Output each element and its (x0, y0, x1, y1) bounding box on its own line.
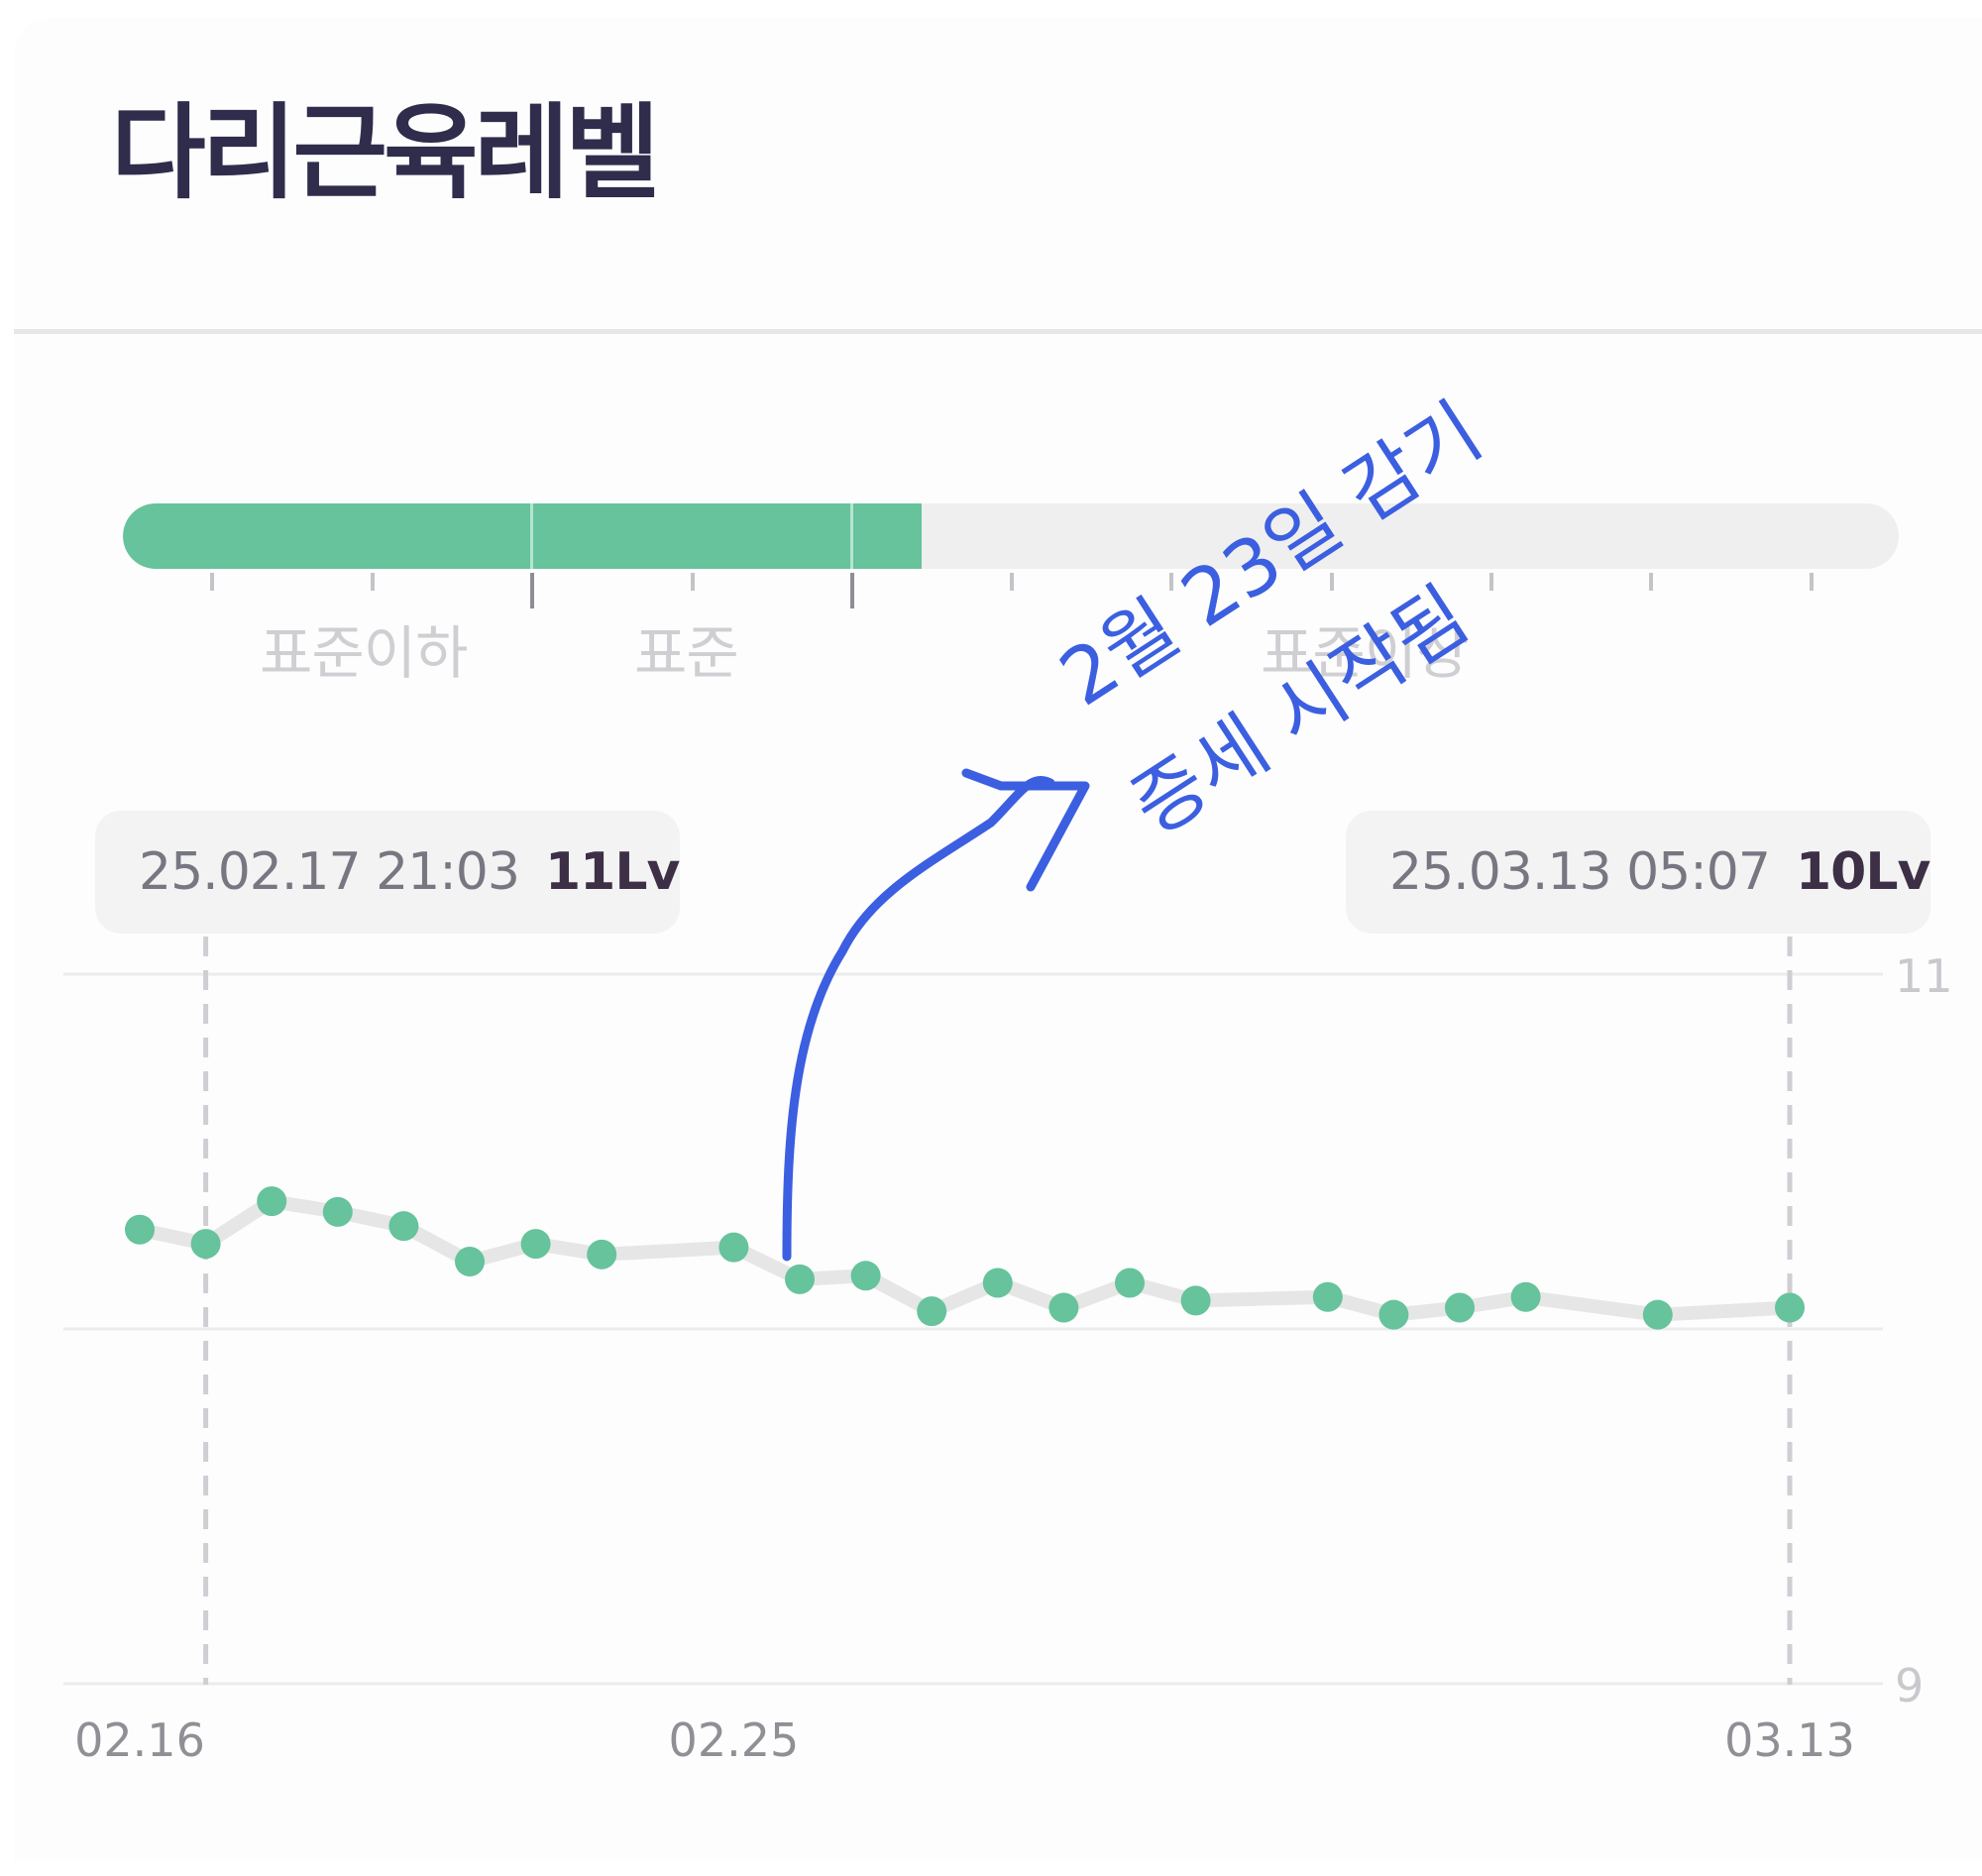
level-bar-separator (530, 503, 533, 569)
data-point (520, 1229, 551, 1260)
level-tick (1489, 573, 1493, 591)
level-boundary-tick (530, 573, 534, 608)
data-point (1510, 1281, 1541, 1312)
tooltip-last-record: 25.03.13 05:07 10Lv (1346, 811, 1930, 934)
level-boundary-tick (850, 573, 854, 608)
header-divider (14, 329, 1982, 334)
data-point (455, 1246, 485, 1276)
data-point (1312, 1281, 1343, 1312)
data-point (322, 1196, 353, 1227)
card (14, 18, 1982, 1861)
tooltip-timestamp: 25.02.17 21:03 (139, 842, 520, 902)
level-tick (1010, 573, 1014, 591)
series-line (133, 1194, 1797, 1322)
data-point (388, 1211, 419, 1242)
level-label-above-standard: 표준이상 (1261, 619, 1469, 687)
level-bar (123, 503, 1899, 569)
data-point (718, 1232, 749, 1263)
data-point (1180, 1285, 1211, 1316)
page-title: 다리근육레벨 (111, 92, 660, 213)
level-bar-fill (123, 503, 923, 569)
data-point (257, 1186, 287, 1217)
x-tick-label: 02.16 (74, 1713, 205, 1767)
level-tick (210, 573, 214, 591)
level-label-standard: 표준 (634, 619, 739, 687)
data-point (1378, 1299, 1409, 1330)
data-point (850, 1261, 881, 1291)
level-tick (1330, 573, 1334, 591)
data-point (1642, 1299, 1673, 1330)
data-point (785, 1264, 815, 1294)
level-bar-separator (850, 503, 853, 569)
level-tick (691, 573, 695, 591)
y-tick-label: 11 (1895, 949, 1953, 1003)
level-tick (1810, 573, 1814, 591)
level-tick (1649, 573, 1653, 591)
y-tick-label: 9 (1895, 1659, 1924, 1712)
data-point (190, 1229, 221, 1260)
data-point (1048, 1292, 1079, 1323)
x-tick-label: 03.13 (1724, 1713, 1855, 1767)
tooltip-level: 11Lv (544, 842, 680, 902)
annotation-arrowhead (961, 768, 1090, 892)
level-tick (371, 573, 375, 591)
data-point (1115, 1268, 1145, 1298)
data-point (125, 1214, 155, 1245)
tooltip-timestamp: 25.03.13 05:07 (1389, 842, 1771, 902)
data-point (1445, 1292, 1475, 1323)
data-point (917, 1296, 947, 1327)
level-tick (1169, 573, 1173, 591)
data-point (982, 1268, 1013, 1298)
x-tick-label: 02.25 (669, 1713, 800, 1767)
level-label-below-standard: 표준이하 (260, 619, 468, 687)
annotation-arrow (782, 775, 1055, 1262)
data-point (1775, 1292, 1805, 1323)
data-point (587, 1239, 617, 1269)
tooltip-level: 10Lv (1795, 842, 1930, 902)
tooltip-first-record: 25.02.17 21:03 11Lv (95, 811, 680, 934)
